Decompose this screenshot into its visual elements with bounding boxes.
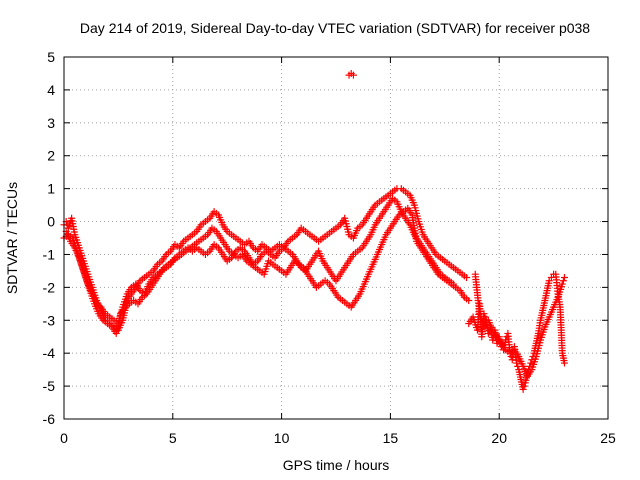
data-point	[463, 273, 471, 281]
x-tick-label: 25	[600, 430, 616, 446]
y-tick-label: 0	[47, 214, 55, 230]
y-tick-label: -2	[43, 279, 56, 295]
y-tick-label: -5	[43, 378, 56, 394]
data-point	[349, 71, 357, 79]
plot-area	[63, 56, 609, 420]
y-tick-label: -6	[43, 411, 56, 427]
data-point-interp	[520, 382, 528, 390]
grid	[64, 57, 608, 419]
data-point	[450, 280, 458, 288]
y-tick-label: -1	[43, 246, 56, 262]
y-tick-label: -3	[43, 312, 56, 328]
x-tick-label: 5	[169, 430, 177, 446]
y-tick-label: 4	[47, 82, 55, 98]
data-point	[465, 297, 473, 305]
data-point	[558, 280, 566, 288]
y-tick-label: 2	[47, 148, 55, 164]
x-tick-label: 20	[491, 430, 507, 446]
data-layer	[60, 69, 568, 393]
y-tick-label: -4	[43, 345, 56, 361]
data-point	[484, 329, 492, 337]
data-point	[519, 385, 527, 393]
y-tick-label: 3	[47, 115, 55, 131]
y-tick-label: 1	[47, 181, 55, 197]
y-tick-label: 5	[47, 49, 55, 65]
data-point	[560, 359, 568, 367]
x-axis-label: GPS time / hours	[283, 457, 390, 473]
data-point	[513, 359, 521, 367]
data-point-interp	[559, 277, 567, 285]
x-tick-label: 15	[383, 430, 399, 446]
data-point	[560, 273, 568, 281]
data-point-interp	[481, 313, 489, 321]
chart-title: Day 214 of 2019, Sidereal Day-to-day VTE…	[80, 20, 590, 36]
y-axis-label: SDTVAR / TECUs	[4, 182, 20, 294]
x-tick-label: 0	[60, 430, 68, 446]
x-tick-label: 10	[274, 430, 290, 446]
